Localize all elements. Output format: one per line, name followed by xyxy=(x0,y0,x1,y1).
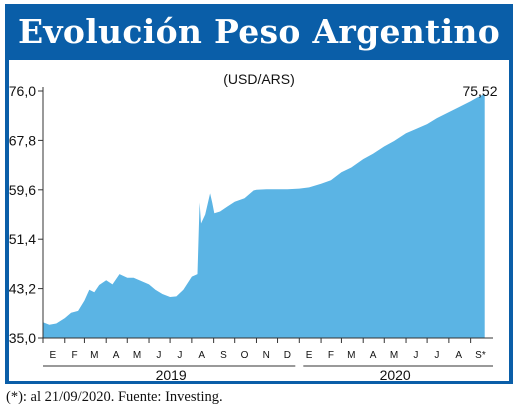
y-tick-label: 59,6 xyxy=(9,182,36,198)
month-label: A xyxy=(455,350,462,361)
chart-frame: Evolución Peso Argentino 76,0 67,8 59,6 51,… xyxy=(5,4,513,384)
y-tick-label: 76,0 xyxy=(9,83,36,99)
month-label: J xyxy=(434,350,439,361)
month-label: S* xyxy=(475,350,486,361)
month-label: M xyxy=(347,350,355,361)
series-area xyxy=(43,93,485,339)
year-label-2019: 2019 xyxy=(156,367,187,383)
month-label: S xyxy=(220,350,227,361)
source-note: (*): al 21/09/2020. Fuente: Investing. xyxy=(6,389,223,405)
month-label: M xyxy=(390,350,398,361)
month-label: J xyxy=(177,350,182,361)
month-label: O xyxy=(241,350,249,361)
last-value-label: 75,52 xyxy=(462,83,497,99)
month-label: J xyxy=(413,350,418,361)
y-tick-label: 35,0 xyxy=(9,330,36,346)
y-tick-label: 67,8 xyxy=(9,132,36,148)
chart: 76,0 67,8 59,6 51,4 43,2 35,0 (USD/ARS) 75,52 E F… xyxy=(9,60,509,383)
month-label: M xyxy=(133,350,141,361)
month-label: E xyxy=(306,350,313,361)
month-label: F xyxy=(328,350,334,361)
month-label: A xyxy=(198,350,205,361)
month-label: A xyxy=(113,350,120,361)
chart-title: Evolución Peso Argentino xyxy=(17,12,501,51)
year-label-2020: 2020 xyxy=(380,367,411,383)
month-label: N xyxy=(263,350,270,361)
y-tick-label: 51,4 xyxy=(9,231,36,247)
y-tick-label: 43,2 xyxy=(9,281,36,297)
month-label: M xyxy=(90,350,98,361)
month-label: J xyxy=(156,350,161,361)
chart-subtitle: (USD/ARS) xyxy=(223,71,295,87)
month-label: A xyxy=(370,350,377,361)
month-label: D xyxy=(284,350,291,361)
month-label: E xyxy=(49,350,56,361)
month-label: F xyxy=(72,350,78,361)
